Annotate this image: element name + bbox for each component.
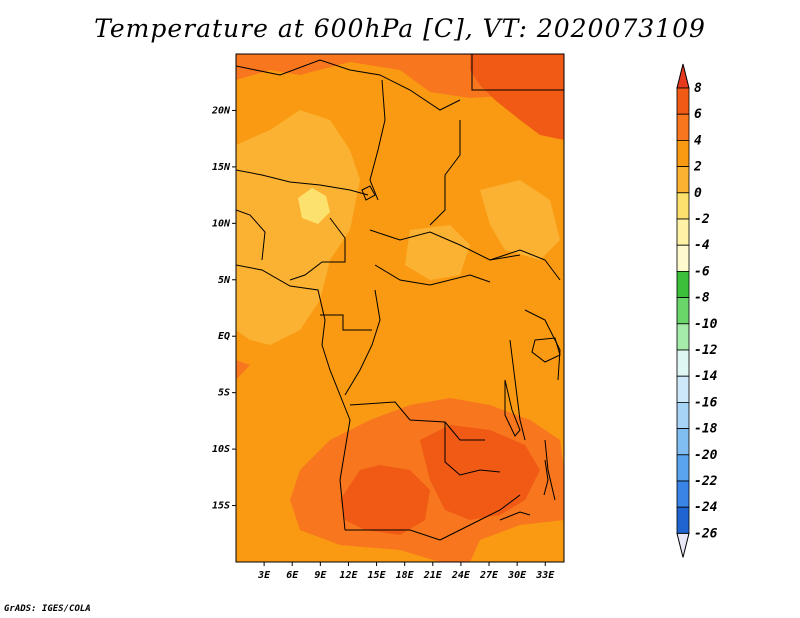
colorbar-segment: [676, 113, 690, 141]
boundary-angola-zambia: [444, 422, 501, 476]
boundary-malawi: [544, 439, 556, 501]
colorbar-label: -6: [694, 264, 710, 279]
boundary-angola-namibia: [345, 529, 441, 541]
boundary-sudan-chad: [429, 120, 461, 226]
colorbar: 8 6 4 2 0 -2 -4 -6 -8 -10 -12 -14 -16 -18 -20 -22 -24 -26: [676, 63, 718, 558]
boundary-drc-angola: [349, 401, 485, 441]
colorbar-segment: [676, 218, 690, 246]
boundary-south-sudan-east: [489, 249, 561, 281]
lake-chad: [361, 185, 376, 201]
colorbar-segment: [676, 270, 690, 298]
colorbar-label: -26: [694, 526, 718, 541]
colorbar-segment: [676, 480, 690, 508]
lake-malawi: [543, 459, 549, 496]
boundary-gabon: [320, 314, 372, 331]
lat-tick-label: 10N: [212, 218, 231, 229]
lat-tick-label: 5S: [218, 388, 230, 399]
colorbar-segment: [676, 244, 690, 272]
grads-credit: GrADS: IGES/COLA: [4, 604, 91, 614]
lat-tick-label: 10S: [212, 444, 230, 455]
boundary-libya-niger: [236, 59, 461, 111]
lat-tick-label: 5N: [218, 275, 231, 286]
lat-tick-label: EQ: [218, 331, 230, 342]
colorbar-label: 8: [694, 81, 702, 96]
colorbar-segment: [676, 87, 690, 115]
lon-tick-label: 15E: [368, 570, 387, 581]
lat-tick-label: 15S: [212, 501, 230, 512]
colorbar-segment: [676, 349, 690, 377]
colorbar-segment: [676, 323, 690, 351]
boundary-zambia-zimbabwe: [439, 494, 521, 541]
boundary-nigeria-cameroon: [289, 217, 346, 281]
boundary-car: [369, 229, 521, 261]
lon-tick-label: 30E: [507, 570, 527, 581]
lon-tick-label: 18E: [396, 570, 415, 581]
lake-kariba: [499, 511, 531, 521]
lake-tanganyika: [504, 379, 521, 437]
colorbar-label: -18: [694, 422, 718, 437]
colorbar-label: -24: [694, 500, 718, 515]
colorbar-label: -2: [694, 212, 710, 227]
colorbar-segment: [676, 454, 690, 482]
coastline-west-africa: [236, 264, 351, 531]
boundary-drc-east: [509, 339, 526, 441]
field-0-to-2-west: [236, 110, 360, 345]
boundary-niger-nigeria: [236, 169, 369, 196]
colorbar-segment: [676, 192, 690, 220]
colorbar-bottom-arrow: [676, 532, 690, 558]
colorbar-label: 0: [694, 186, 702, 201]
boundary-uganda-kenya: [524, 309, 561, 381]
colorbar-segment: [676, 297, 690, 325]
field-minus2-to-0: [298, 188, 330, 224]
boundary-chad-east: [369, 79, 386, 201]
field-6-to-8-south-east: [420, 425, 540, 520]
colorbar-label: -12: [694, 343, 718, 358]
map-frame: [235, 53, 565, 563]
temperature-field: [236, 54, 564, 562]
latitude-axis: 20N 15N 10N 5N EQ 5S 10S 15S: [211, 105, 236, 512]
colorbar-segment: [676, 139, 690, 167]
colorbar-label: 2: [693, 160, 702, 175]
colorbar-label: -8: [694, 291, 710, 306]
field-6-to-8-northeast: [470, 54, 564, 140]
colorbar-segment: [676, 375, 690, 403]
colorbar-label: -10: [694, 317, 718, 332]
lon-tick-label: 21E: [423, 570, 443, 581]
country-boundaries: [236, 54, 564, 541]
colorbar-label: -14: [694, 369, 718, 384]
lon-tick-label: 3E: [257, 570, 271, 581]
coastline-gulf-guinea: [236, 209, 266, 261]
field-4-to-6-south: [236, 360, 250, 380]
field-0-to-2-central: [405, 225, 470, 280]
lat-tick-label: 15N: [212, 162, 231, 173]
boundary-congo-drc: [344, 289, 381, 396]
lake-victoria: [531, 337, 561, 363]
map-title: Temperature at 600hPa [C], VT: 202007310…: [94, 14, 706, 43]
colorbar-segment: [676, 506, 690, 534]
lon-tick-label: 33E: [535, 570, 555, 581]
boundary-car-south: [374, 264, 491, 286]
colorbar-label: -20: [694, 448, 718, 463]
boundary-egypt-sudan: [471, 54, 564, 91]
colorbar-label: 4: [694, 133, 702, 148]
lon-tick-label: 24E: [451, 570, 471, 581]
field-2-to-4-southern-edge: [470, 520, 564, 562]
lon-tick-label: 6E: [286, 570, 299, 581]
lon-tick-label: 27E: [479, 570, 499, 581]
field-6-to-8-south-west: [340, 465, 430, 535]
colorbar-segment: [676, 166, 690, 194]
colorbar-label: -16: [694, 395, 718, 410]
colorbar-top-arrow: [676, 63, 690, 89]
longitude-axis: 3E 6E 9E 12E 15E 18E 21E 24E 27E 30E 33E: [257, 562, 555, 581]
colorbar-label: -4: [694, 238, 710, 253]
colorbar-label: -22: [694, 474, 718, 489]
field-0-to-2-east: [480, 180, 560, 260]
lat-tick-label: 20N: [211, 105, 231, 116]
colorbar-segment: [676, 428, 690, 456]
colorbar-label: 6: [694, 107, 702, 122]
colorbar-segment: [676, 401, 690, 429]
lon-tick-label: 12E: [339, 570, 358, 581]
lon-tick-label: 9E: [314, 570, 327, 581]
